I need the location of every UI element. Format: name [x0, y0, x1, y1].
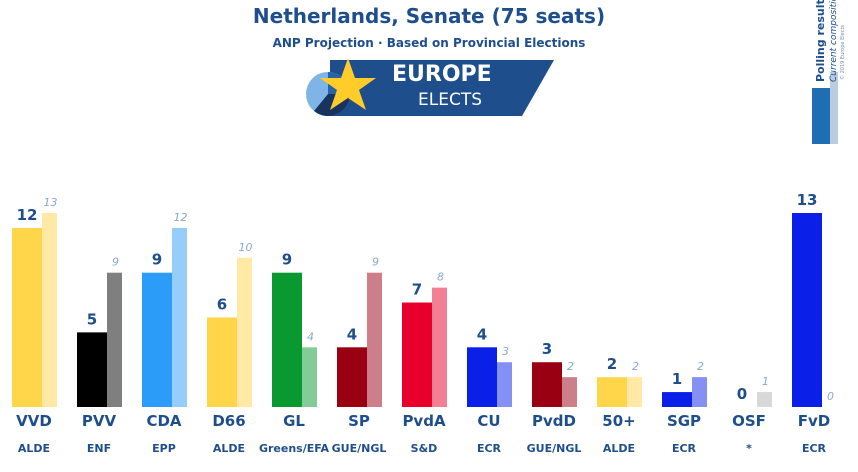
bar-polling-SGP: [662, 392, 692, 407]
value-label-current: 9: [112, 256, 119, 269]
value-label-current: 4: [307, 330, 314, 343]
logo-star-icon: [320, 58, 376, 110]
group-label: *: [746, 442, 752, 455]
group-label: S&D: [411, 442, 438, 455]
bar-current-PvdA: [432, 287, 447, 407]
legend-polling-swatch: [812, 88, 830, 144]
x-tick-label: OSF: [732, 412, 766, 430]
bar-current-SGP: [692, 377, 707, 407]
group-label: ECR: [802, 442, 827, 455]
bar-polling-CU: [467, 347, 497, 407]
value-label-current: 1: [762, 375, 769, 388]
bar-current-OSF: [757, 392, 772, 407]
value-label-current: 13: [44, 196, 58, 209]
group-label: ECR: [477, 442, 502, 455]
brand-line2: ELECTS: [418, 90, 482, 110]
bar-polling-FvD: [792, 213, 822, 407]
x-tick-label: GL: [283, 412, 305, 430]
value-label-current: 8: [437, 271, 444, 284]
bar-current-50+: [627, 377, 642, 407]
bar-polling-D66: [207, 317, 237, 407]
bar-current-PvdD: [562, 377, 577, 407]
group-label: Greens/EFA: [259, 442, 330, 455]
bar-current-VVD: [42, 213, 57, 407]
x-tick-label: 50+: [602, 412, 635, 430]
value-label-polling: 4: [477, 325, 487, 343]
value-label-current: 9: [372, 256, 379, 269]
value-label-current: 2: [632, 360, 639, 373]
x-tick-label: PVV: [82, 412, 117, 430]
value-label-polling: 0: [737, 385, 747, 403]
x-tick-label: D66: [212, 412, 245, 430]
value-label-polling: 13: [797, 191, 818, 209]
bar-polling-CDA: [142, 272, 172, 407]
group-label: ALDE: [18, 442, 50, 455]
value-label-current: 2: [567, 360, 574, 373]
legend-current-swatch: [830, 72, 838, 144]
bar-polling-GL: [272, 272, 302, 407]
value-label-current: 3: [502, 345, 509, 358]
x-tick-label: PvdD: [532, 412, 576, 430]
value-label-polling: 5: [87, 310, 97, 328]
x-tick-label: CDA: [146, 412, 181, 430]
bar-polling-VVD: [12, 227, 42, 407]
value-label-current: 12: [174, 211, 188, 224]
group-label: EPP: [152, 442, 176, 455]
x-tick-label: SP: [348, 412, 370, 430]
bar-polling-SP: [337, 347, 367, 407]
brand-line1: EUROPE: [392, 62, 492, 87]
bar-current-SP: [367, 272, 382, 407]
value-label-polling: 3: [542, 340, 552, 358]
value-label-polling: 9: [152, 251, 162, 269]
value-label-polling: 2: [607, 355, 617, 373]
bar-current-CU: [497, 362, 512, 407]
value-label-current: 2: [697, 360, 704, 373]
group-label: ENF: [87, 442, 111, 455]
legend: [812, 72, 838, 144]
x-tick-label: FvD: [798, 412, 830, 430]
bar-current-CDA: [172, 227, 187, 407]
value-label-polling: 1: [672, 370, 682, 388]
logo-banner: [330, 60, 554, 116]
group-label: GUE/NGL: [527, 442, 582, 455]
group-label: ECR: [672, 442, 697, 455]
x-tick-label: SGP: [667, 412, 701, 430]
bar-polling-PVV: [77, 332, 107, 407]
group-label: GUE/NGL: [332, 442, 387, 455]
value-label-current: 10: [239, 241, 253, 254]
value-label-current: 0: [827, 390, 834, 403]
europe-elects-logo: [306, 58, 554, 117]
bar-polling-50+: [597, 377, 627, 407]
bar-polling-PvdD: [532, 362, 562, 407]
value-label-polling: 4: [347, 325, 357, 343]
value-label-polling: 7: [412, 281, 422, 299]
value-label-polling: 6: [217, 295, 227, 313]
x-tick-label: VVD: [16, 412, 52, 430]
bar-polling-PvdA: [402, 302, 432, 407]
x-tick-label: PvdA: [402, 412, 446, 430]
value-label-polling: 9: [282, 251, 292, 269]
bar-current-GL: [302, 347, 317, 407]
page-subtitle: ANP Projection · Based on Provincial Ele…: [272, 36, 586, 50]
page-title: Netherlands, Senate (75 seats): [252, 4, 606, 28]
bar-current-D66: [237, 257, 252, 407]
group-label: ALDE: [213, 442, 245, 455]
group-label: ALDE: [603, 442, 635, 455]
bar-current-PVV: [107, 272, 122, 407]
x-tick-label: CU: [477, 412, 500, 430]
value-label-polling: 12: [17, 206, 38, 224]
